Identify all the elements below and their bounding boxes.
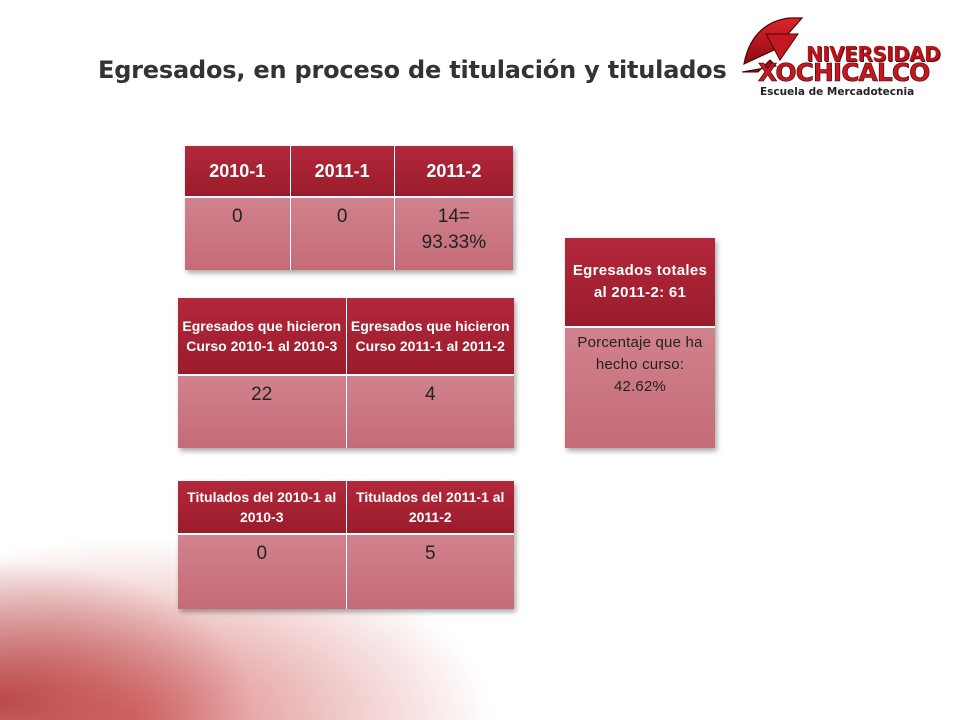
table-cell: 0 bbox=[185, 196, 291, 270]
university-logo: NIVERSIDAD XOCHICALCO Escuela de Mercado… bbox=[736, 14, 946, 106]
table-header-row: Egresados que hicieron Curso 2010-1 al 2… bbox=[178, 298, 514, 375]
table-row: 22 4 bbox=[178, 374, 514, 448]
logo-wordmark-top: NIVERSIDAD bbox=[806, 42, 941, 66]
table-cell: 0 bbox=[178, 533, 347, 609]
table-cell: 0 bbox=[290, 196, 395, 270]
table-row: 0 0 14= 93.33% bbox=[185, 196, 513, 270]
page-title: Egresados, en proceso de titulación y ti… bbox=[98, 56, 727, 84]
table-header-cell: Titulados del 2011-1 al 2011-2 bbox=[346, 481, 514, 534]
totales-table: Egresados totales al 2011-2: 61 Porcenta… bbox=[565, 238, 715, 448]
table-cell: Porcentaje que ha hecho curso: 42.62% bbox=[565, 326, 715, 448]
table-header-cell: 2011-2 bbox=[394, 146, 513, 197]
titulados-table: Titulados del 2010-1 al 2010-3 Titulados… bbox=[178, 481, 514, 609]
table-header-row: Titulados del 2010-1 al 2010-3 Titulados… bbox=[178, 481, 514, 534]
periods-table: 2010-1 2011-1 2011-2 0 0 14= 93.33% bbox=[185, 146, 513, 270]
table-header-cell: Egresados que hicieron Curso 2011-1 al 2… bbox=[346, 298, 514, 375]
table-row: 0 5 bbox=[178, 533, 514, 609]
curso-table: Egresados que hicieron Curso 2010-1 al 2… bbox=[178, 298, 514, 448]
table-cell: 14= 93.33% bbox=[394, 196, 513, 270]
logo-wordmark-bottom: XOCHICALCO bbox=[758, 58, 931, 88]
table-cell: 22 bbox=[178, 374, 347, 448]
x-emblem-icon bbox=[741, 17, 804, 73]
table-header-cell: Titulados del 2010-1 al 2010-3 bbox=[178, 481, 347, 534]
table-cell: 4 bbox=[346, 374, 514, 448]
table-header-row: Egresados totales al 2011-2: 61 bbox=[565, 238, 715, 327]
table-header-cell: 2011-1 bbox=[290, 146, 395, 197]
table-header-row: 2010-1 2011-1 2011-2 bbox=[185, 146, 513, 197]
table-cell: 5 bbox=[346, 533, 514, 609]
table-header-cell: Egresados que hicieron Curso 2010-1 al 2… bbox=[178, 298, 347, 375]
logo-subtitle: Escuela de Mercadotecnia bbox=[760, 86, 915, 98]
table-header-cell: 2010-1 bbox=[185, 146, 291, 197]
table-row: Porcentaje que ha hecho curso: 42.62% bbox=[565, 326, 715, 448]
table-header-cell: Egresados totales al 2011-2: 61 bbox=[565, 238, 715, 327]
